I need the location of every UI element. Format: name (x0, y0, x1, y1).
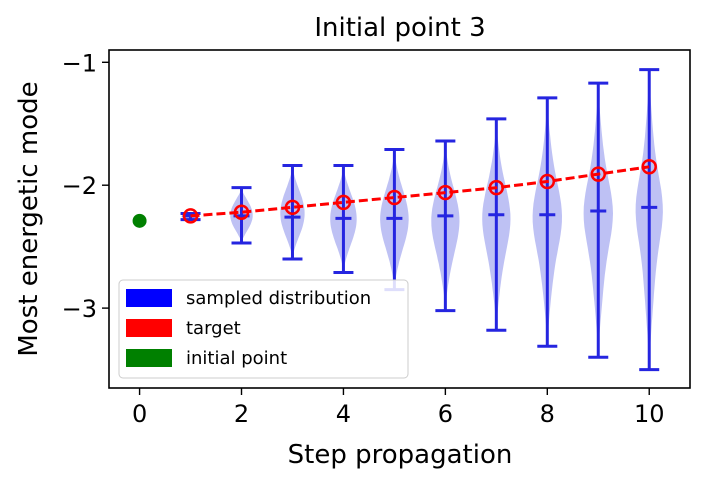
chart-title: Initial point 3 (314, 13, 485, 43)
initial-point-marker (132, 213, 147, 228)
axes: 0 2 4 6 8 10 −1 −2 −3 (62, 49, 691, 428)
x-tick-label-2: 2 (234, 400, 249, 428)
x-tick-label-4: 4 (336, 400, 351, 428)
y-tick-label--1: −1 (62, 49, 97, 77)
x-tick-label-10: 10 (634, 400, 665, 428)
target-point-step-8 (539, 173, 556, 190)
legend-label-sampled-distribution: sampled distribution (186, 288, 371, 309)
x-tick-label-0: 0 (132, 400, 147, 428)
target-line (190, 165, 650, 218)
x-tick-label-8: 8 (540, 400, 555, 428)
legend-label-target: target (186, 318, 241, 339)
x-axis-label: Step propagation (288, 440, 513, 470)
x-tick-label-6: 6 (438, 400, 453, 428)
target-point-step-6 (437, 184, 454, 201)
plot-area (132, 68, 663, 372)
target-point-step-7 (488, 179, 505, 196)
y-tick-label--3: −3 (62, 295, 97, 323)
legend-swatch-sampled-distribution (126, 289, 172, 307)
target-point-step-4 (335, 194, 352, 211)
target-point-step-2 (233, 204, 250, 220)
target-point-step-10 (641, 159, 657, 175)
target-point-step-3 (284, 199, 301, 216)
legend-label-initial-point: initial point (186, 348, 287, 369)
target-point-step-5 (386, 189, 403, 206)
legend: sampled distribution target initial poin… (118, 279, 409, 379)
legend-frame (118, 279, 409, 379)
y-axis-label: Most energetic mode (14, 81, 44, 356)
y-tick-label--2: −2 (62, 172, 97, 200)
target-point-step-1 (182, 208, 199, 224)
legend-swatch-target (126, 319, 172, 337)
target-point-step-9 (590, 166, 607, 182)
legend-swatch-initial-point (126, 349, 172, 367)
axes-frame (108, 49, 691, 389)
